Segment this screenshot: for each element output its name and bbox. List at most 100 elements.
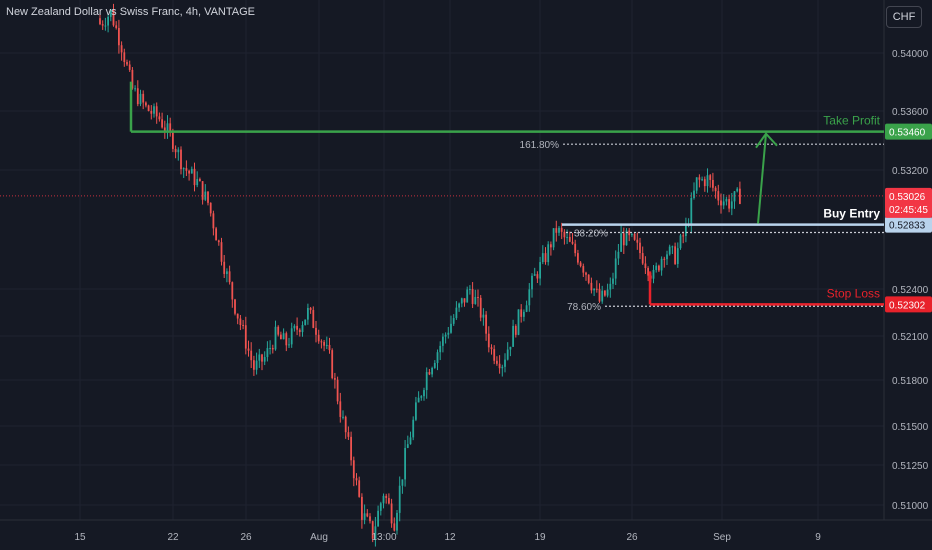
buy-entry-badge [885, 216, 932, 233]
candle-body [104, 25, 107, 27]
candle-body [633, 233, 636, 240]
candle-body [128, 64, 131, 70]
candle-body [490, 347, 493, 350]
candle-body [347, 432, 350, 437]
candle-body [109, 9, 112, 17]
x-tick-label: Aug [310, 532, 328, 543]
candle-body [177, 149, 180, 153]
candle-body [420, 396, 423, 398]
candle-body [728, 199, 730, 209]
candle-body [244, 325, 247, 349]
candle-body [698, 177, 701, 180]
candle-body [606, 289, 609, 296]
candle-body [452, 318, 455, 324]
candle-body [733, 191, 736, 202]
candle-body [485, 314, 487, 334]
currency-button[interactable]: CHF [886, 6, 922, 28]
candle-body [552, 228, 555, 248]
x-tick-label: 15 [74, 532, 86, 543]
candle-body [204, 191, 207, 200]
candle-body [339, 401, 342, 417]
arrow-head [755, 132, 778, 149]
candle-body [641, 253, 644, 264]
candle-body [266, 348, 269, 358]
candle-body [612, 278, 614, 284]
candle-body [617, 251, 620, 259]
candle-body [439, 345, 442, 353]
candle-body [199, 179, 201, 182]
candle-body [730, 201, 733, 209]
candle-body [536, 274, 539, 279]
candle-body [506, 349, 509, 360]
candle-body [442, 336, 444, 346]
candle-body [107, 16, 109, 26]
candle-body [679, 235, 682, 249]
candle-body [382, 495, 385, 504]
candle-body [366, 513, 369, 517]
candle-body [655, 265, 658, 270]
candle-body [590, 282, 593, 291]
candle-body [355, 478, 358, 481]
candle-body [682, 235, 685, 237]
candle-body [736, 188, 739, 192]
fib-label: 161.80% [520, 140, 560, 151]
candle-body [174, 148, 177, 153]
candle-body [123, 52, 126, 63]
candle-body [101, 24, 104, 26]
candle-body [236, 313, 239, 319]
candle-body [622, 233, 625, 246]
candle-body [528, 289, 531, 306]
candle-body [415, 402, 417, 420]
candle-body [398, 485, 401, 513]
candle-body [334, 378, 336, 380]
candle-body [533, 274, 536, 276]
stop-loss-badge [885, 296, 932, 313]
candle-body [209, 202, 212, 214]
candle-body [234, 299, 236, 314]
candle-body [539, 262, 541, 279]
candle-body [652, 269, 655, 279]
y-tick-label: 0.51250 [892, 461, 929, 472]
candle-body [153, 106, 155, 114]
candle-body [277, 326, 280, 335]
current-price-badge [885, 187, 932, 218]
candle-body [585, 272, 587, 275]
candle-body [544, 253, 547, 263]
candle-body [288, 344, 290, 346]
candle-body [695, 177, 698, 191]
take-profit-badge-text: 0.53460 [889, 128, 926, 139]
candle-body [690, 198, 693, 225]
x-tick-label: 22 [167, 532, 179, 543]
candle-body [450, 323, 452, 333]
stop-loss-badge-text: 0.52302 [889, 300, 926, 311]
y-tick-label: 0.51800 [892, 376, 929, 387]
candle-body [568, 236, 571, 242]
candle-body [223, 261, 226, 274]
candle-body [609, 283, 612, 290]
candle-body [172, 131, 174, 149]
candle-body [328, 344, 331, 351]
candle-body [558, 227, 560, 233]
candle-body [271, 347, 274, 350]
candle-body [474, 296, 477, 304]
trade-levels: Take Profit Buy Entry Stop Loss [0, 81, 884, 306]
candle-body [304, 319, 307, 326]
candle-body [323, 342, 325, 346]
candle-body [142, 93, 145, 103]
candle-body [282, 333, 285, 340]
candle-body [471, 289, 474, 304]
candle-body [185, 168, 188, 171]
candle-body [290, 328, 293, 345]
candle-body [385, 495, 388, 499]
y-tick-label: 0.51000 [892, 501, 929, 512]
candle-body [517, 309, 520, 335]
candle-body [406, 444, 409, 448]
candle-body [693, 190, 695, 199]
candle-body [509, 346, 512, 350]
candle-body [571, 241, 574, 244]
candle-body [390, 503, 393, 524]
candle-body [458, 303, 460, 308]
candle-body [563, 231, 566, 238]
